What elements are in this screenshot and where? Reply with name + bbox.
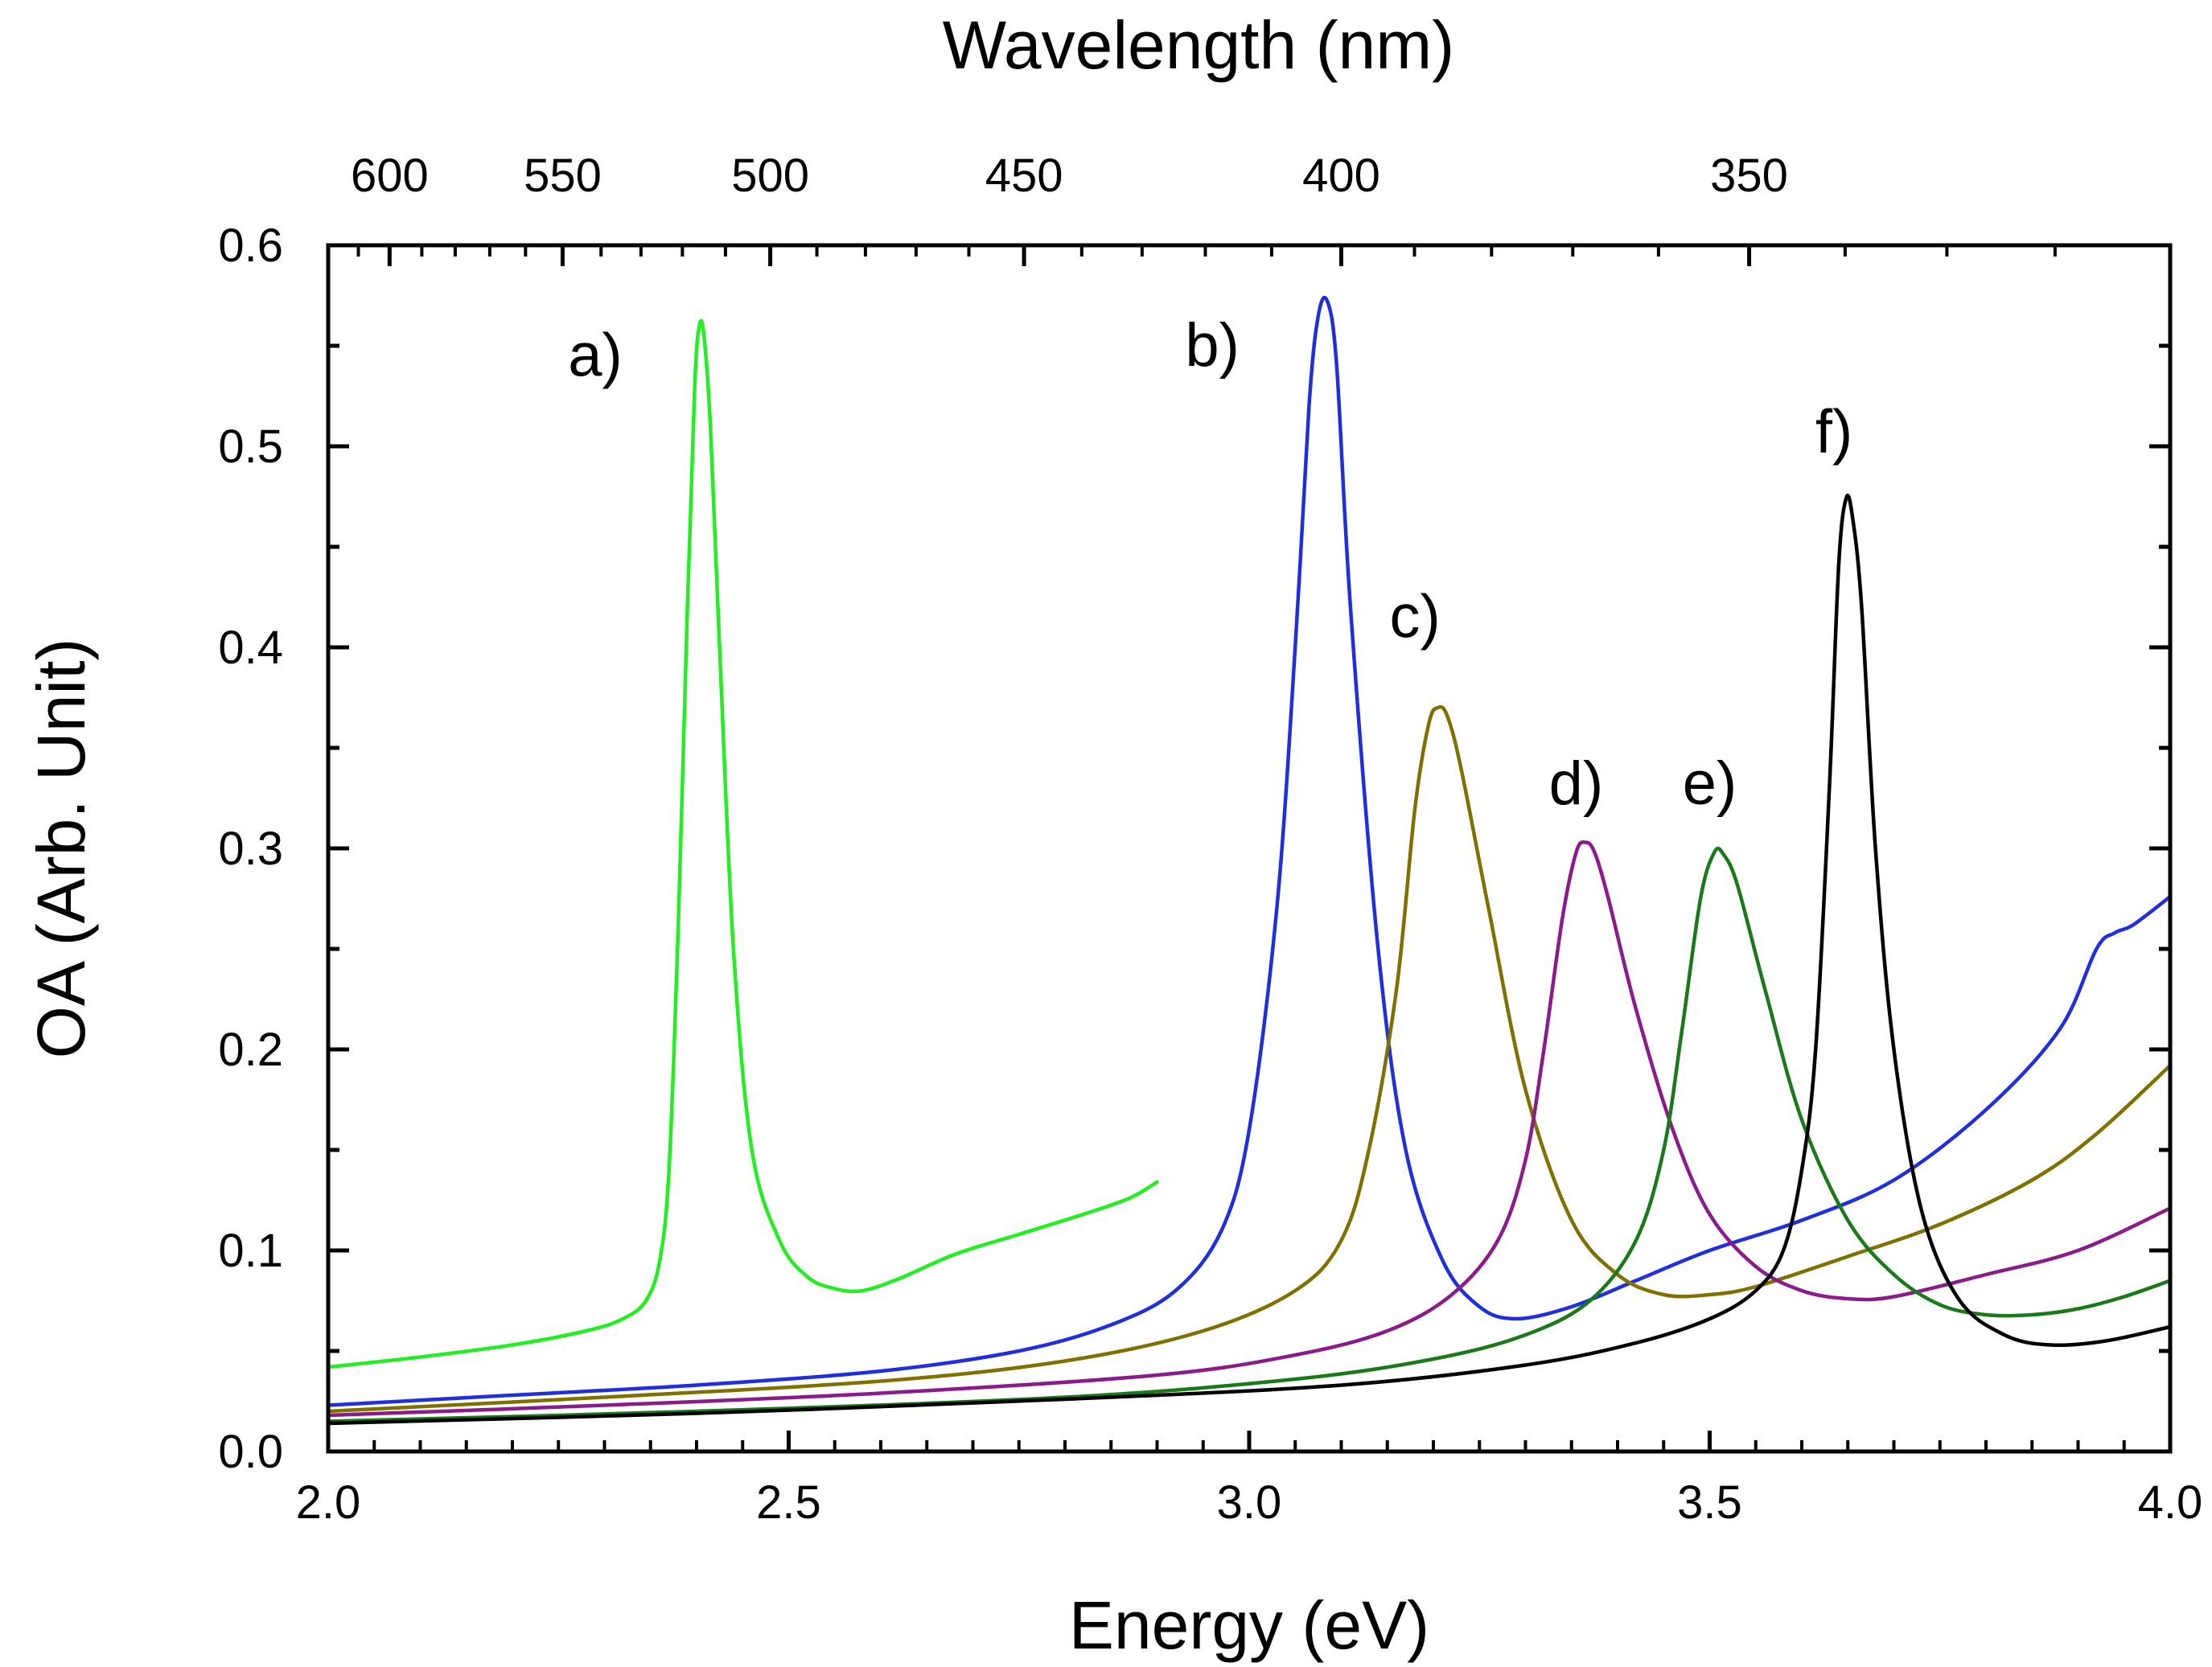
top-tick-label: 600 bbox=[351, 150, 429, 202]
y-tick-label: 0.0 bbox=[218, 1426, 283, 1478]
y-tick-label: 0.5 bbox=[218, 421, 283, 473]
top-tick-label: 550 bbox=[524, 150, 602, 202]
y-tick-label: 0.2 bbox=[218, 1024, 283, 1076]
x-tick-label: 3.0 bbox=[1217, 1476, 1282, 1529]
y-tick-label: 0.3 bbox=[218, 823, 283, 875]
peak-label-3: c) bbox=[1389, 583, 1440, 651]
top-tick-label: 350 bbox=[1710, 150, 1788, 202]
x-tick-label: 4.0 bbox=[2138, 1476, 2203, 1529]
series-line-4 bbox=[326, 840, 2173, 1418]
series-line-6 bbox=[326, 493, 2173, 1426]
peak-label-4: d) bbox=[1549, 749, 1604, 818]
x-tick-label: 2.5 bbox=[756, 1476, 821, 1529]
y-tick-label: 0.4 bbox=[218, 622, 283, 674]
series-line-5 bbox=[326, 846, 2173, 1423]
series-line-1 bbox=[326, 318, 1159, 1369]
top-tick-label: 500 bbox=[731, 150, 809, 202]
top-tick-label: 400 bbox=[1302, 150, 1380, 202]
y-tick-label: 0.6 bbox=[218, 220, 283, 272]
peak-label-6: f) bbox=[1815, 398, 1852, 466]
x-tick-label: 3.5 bbox=[1677, 1476, 1742, 1529]
labels-layer: 2.0 2.5 3.0 3.5 4.0 0.0 0.1 0.2 0.3 0.4 0.5 0.6 600 5… bbox=[218, 150, 2202, 1529]
top-axis-title: Wavelength (nm) bbox=[943, 7, 1454, 83]
series-line-2 bbox=[326, 295, 2173, 1407]
top-tick-label: 450 bbox=[985, 150, 1063, 202]
curves-layer bbox=[326, 295, 2173, 1426]
x-tick-label: 2.0 bbox=[296, 1476, 361, 1529]
y-tick-label: 0.1 bbox=[218, 1225, 283, 1277]
peak-label-1: a) bbox=[568, 322, 623, 390]
peak-label-2: b) bbox=[1185, 311, 1240, 380]
y-axis-title: OA (Arb. Unit) bbox=[23, 638, 99, 1059]
peak-label-5: e) bbox=[1683, 749, 1737, 818]
ticks-layer bbox=[326, 243, 2173, 1454]
plot-frame bbox=[326, 243, 2173, 1454]
series-line-3 bbox=[326, 704, 2173, 1414]
x-axis-title: Energy (eV) bbox=[1069, 1587, 1429, 1663]
